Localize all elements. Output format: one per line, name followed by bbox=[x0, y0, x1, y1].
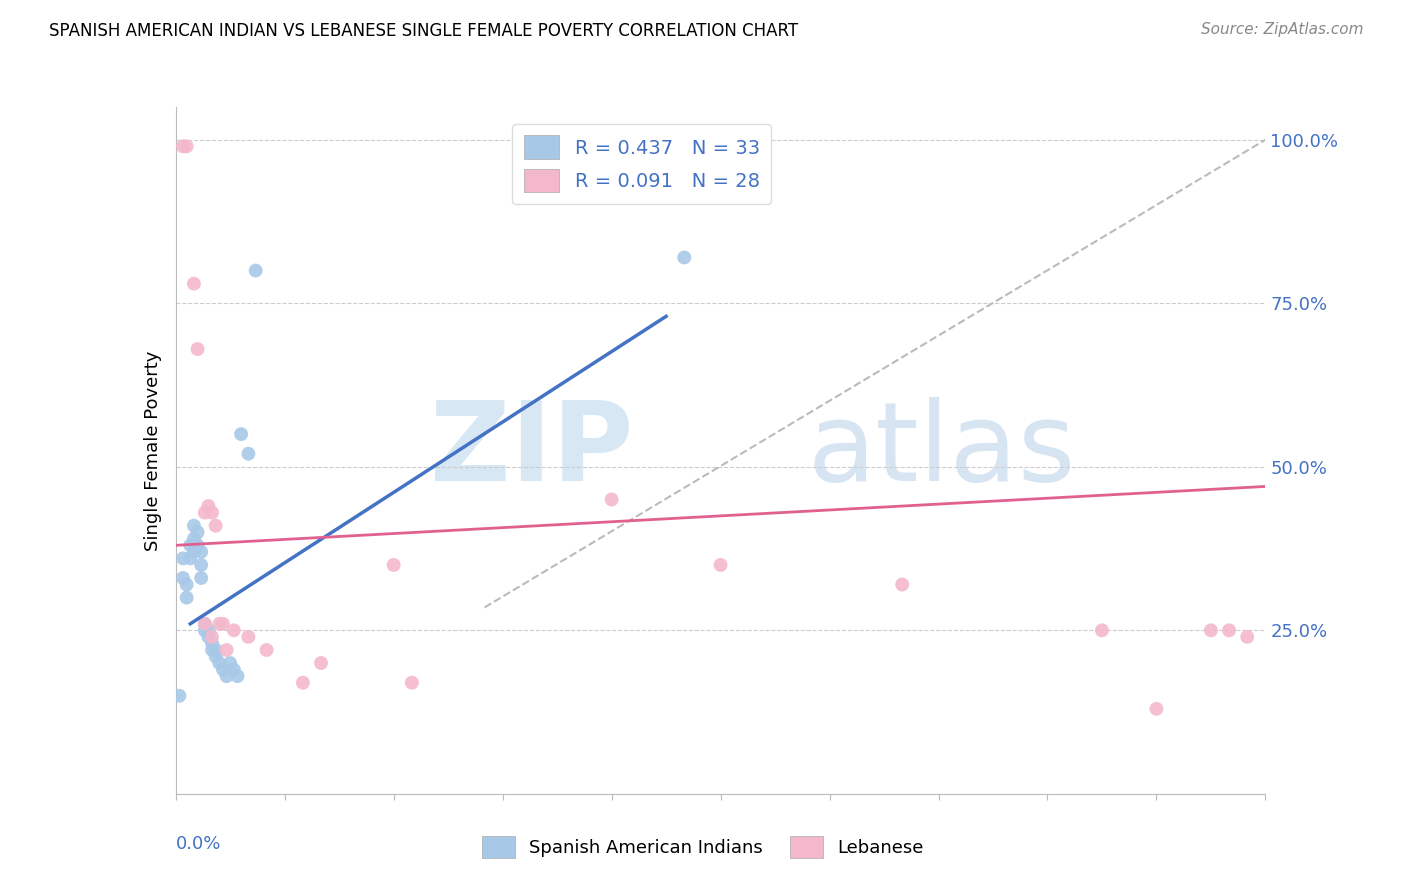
Point bbox=[172, 571, 194, 585]
Point bbox=[194, 616, 217, 631]
Text: atlas: atlas bbox=[807, 397, 1076, 504]
Point bbox=[201, 506, 224, 520]
Point bbox=[1218, 624, 1240, 638]
Point bbox=[204, 643, 226, 657]
Point bbox=[1199, 624, 1222, 638]
Point bbox=[219, 656, 242, 670]
Point bbox=[673, 251, 696, 265]
Point bbox=[222, 663, 245, 677]
Point bbox=[1236, 630, 1258, 644]
Point bbox=[186, 538, 209, 552]
Point bbox=[176, 591, 198, 605]
Point bbox=[201, 636, 224, 650]
Point bbox=[201, 643, 224, 657]
Point bbox=[197, 499, 219, 513]
Point bbox=[201, 630, 224, 644]
Point bbox=[169, 689, 191, 703]
Point bbox=[212, 663, 235, 677]
Point bbox=[238, 630, 260, 644]
Point bbox=[1146, 702, 1168, 716]
Point bbox=[190, 545, 212, 559]
Point bbox=[190, 571, 212, 585]
Point bbox=[291, 675, 314, 690]
Point bbox=[382, 558, 405, 572]
Point bbox=[208, 656, 231, 670]
Point bbox=[179, 551, 201, 566]
Point bbox=[215, 643, 238, 657]
Point bbox=[212, 616, 235, 631]
Point bbox=[190, 558, 212, 572]
Point bbox=[1091, 624, 1114, 638]
Point bbox=[176, 577, 198, 591]
Point bbox=[222, 624, 245, 638]
Text: Source: ZipAtlas.com: Source: ZipAtlas.com bbox=[1201, 22, 1364, 37]
Point bbox=[710, 558, 733, 572]
Point bbox=[204, 518, 226, 533]
Text: SPANISH AMERICAN INDIAN VS LEBANESE SINGLE FEMALE POVERTY CORRELATION CHART: SPANISH AMERICAN INDIAN VS LEBANESE SING… bbox=[49, 22, 799, 40]
Point bbox=[183, 518, 205, 533]
Point bbox=[208, 616, 231, 631]
Point bbox=[183, 277, 205, 291]
Point bbox=[194, 506, 217, 520]
Point bbox=[309, 656, 332, 670]
Point bbox=[186, 525, 209, 540]
Point bbox=[172, 139, 194, 153]
Point bbox=[231, 427, 253, 442]
Point bbox=[179, 538, 201, 552]
Point bbox=[197, 624, 219, 638]
Legend: Spanish American Indians, Lebanese: Spanish American Indians, Lebanese bbox=[475, 829, 931, 865]
Text: 0.0%: 0.0% bbox=[176, 835, 221, 853]
Point bbox=[194, 624, 217, 638]
Point bbox=[183, 545, 205, 559]
Point bbox=[176, 139, 198, 153]
Point bbox=[183, 532, 205, 546]
Point bbox=[238, 447, 260, 461]
Legend: R = 0.437   N = 33, R = 0.091   N = 28: R = 0.437 N = 33, R = 0.091 N = 28 bbox=[512, 124, 772, 204]
Point bbox=[197, 630, 219, 644]
Point bbox=[600, 492, 623, 507]
Point bbox=[891, 577, 914, 591]
Point bbox=[215, 669, 238, 683]
Point bbox=[245, 263, 267, 277]
Point bbox=[172, 551, 194, 566]
Point bbox=[194, 616, 217, 631]
Point bbox=[401, 675, 423, 690]
Point bbox=[226, 669, 249, 683]
Point bbox=[256, 643, 278, 657]
Y-axis label: Single Female Poverty: Single Female Poverty bbox=[143, 351, 162, 550]
Point bbox=[186, 342, 209, 356]
Text: ZIP: ZIP bbox=[430, 397, 633, 504]
Point bbox=[204, 649, 226, 664]
